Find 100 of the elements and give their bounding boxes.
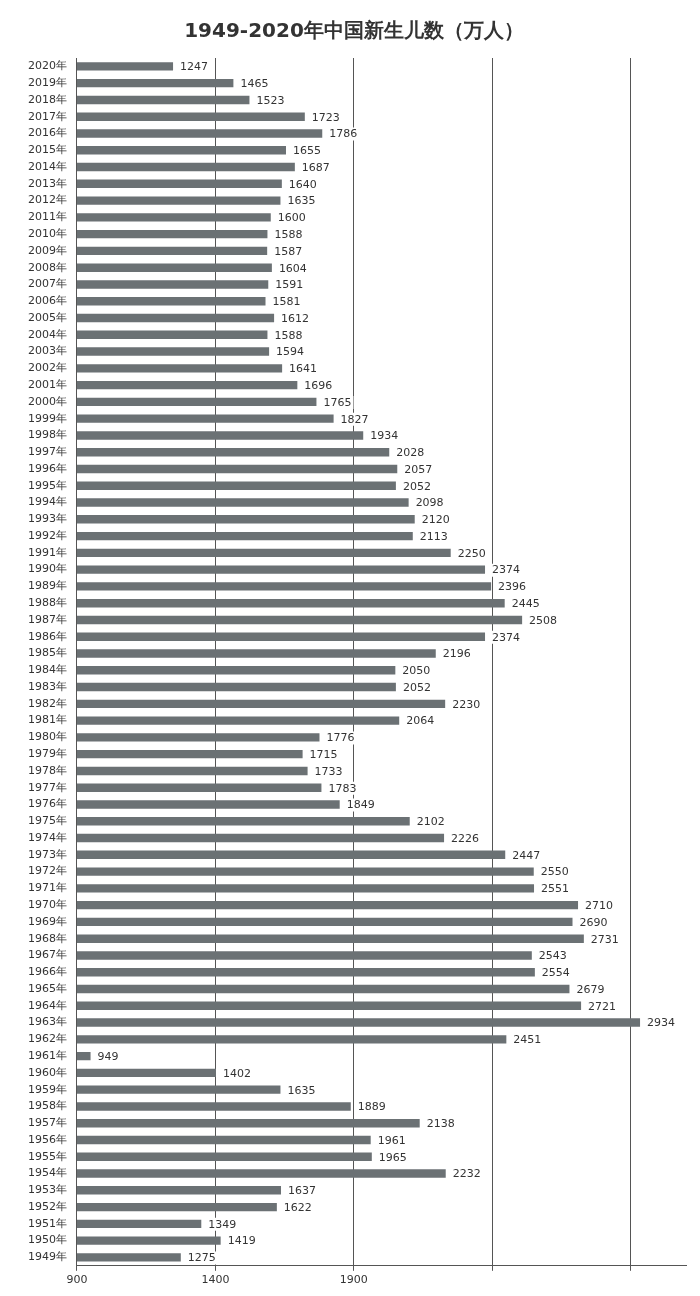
y-tick-label: 1996年 bbox=[27, 461, 67, 475]
data-label: 2543 bbox=[538, 949, 567, 963]
data-label: 2445 bbox=[511, 597, 540, 611]
data-label: 2447 bbox=[512, 848, 541, 862]
y-tick-label: 1965年 bbox=[27, 981, 67, 995]
data-label: 2451 bbox=[513, 1033, 542, 1047]
y-tick-label: 1979年 bbox=[27, 747, 67, 761]
data-label: 2138 bbox=[426, 1117, 455, 1131]
data-label: 1402 bbox=[222, 1066, 251, 1080]
y-tick-label: 1995年 bbox=[27, 478, 67, 492]
y-tick-label: 1952年 bbox=[27, 1199, 67, 1213]
y-tick-label: 1982年 bbox=[27, 696, 67, 710]
data-label: 2374 bbox=[492, 630, 521, 644]
y-tick-label: 1990年 bbox=[27, 562, 67, 576]
y-tick-label: 1960年 bbox=[27, 1065, 67, 1079]
y-tick-label: 1987年 bbox=[27, 612, 67, 626]
y-tick-label: 2011年 bbox=[27, 210, 67, 224]
y-tick-label: 1994年 bbox=[27, 495, 67, 509]
data-label: 1612 bbox=[281, 311, 310, 325]
data-label: 1765 bbox=[323, 395, 352, 409]
y-tick-label: 1998年 bbox=[27, 428, 67, 442]
data-label: 1588 bbox=[274, 228, 303, 241]
y-tick-label: 1988年 bbox=[27, 596, 67, 610]
y-tick-label: 2010年 bbox=[27, 227, 67, 240]
y-tick-label: 1968年 bbox=[27, 931, 67, 945]
data-label: 1581 bbox=[272, 295, 301, 309]
data-label: 2250 bbox=[457, 546, 486, 560]
y-tick-label: 1970年 bbox=[27, 898, 67, 911]
y-tick-label: 1972年 bbox=[27, 864, 67, 878]
y-tick-label: 1963年 bbox=[27, 1015, 67, 1029]
y-tick-label: 2014年 bbox=[27, 159, 67, 173]
data-label: 1641 bbox=[289, 362, 318, 376]
y-tick-label: 1974年 bbox=[27, 830, 67, 844]
data-label: 1827 bbox=[340, 412, 369, 426]
data-label: 1965 bbox=[378, 1150, 407, 1164]
data-label: 1604 bbox=[278, 261, 307, 275]
y-tick-label: 1992年 bbox=[27, 528, 67, 542]
y-tick-label: 1971年 bbox=[27, 881, 67, 895]
y-tick-label: 1975年 bbox=[27, 814, 67, 828]
data-label: 2102 bbox=[416, 815, 445, 829]
y-tick-label: 1966年 bbox=[27, 965, 67, 979]
y-tick-label: 1950年 bbox=[27, 1233, 67, 1247]
data-label: 2374 bbox=[492, 563, 521, 577]
data-label: 2057 bbox=[404, 462, 433, 476]
x-tick-label: 1400 bbox=[201, 1273, 230, 1287]
data-label: 1635 bbox=[287, 194, 316, 208]
data-label: 1655 bbox=[292, 144, 321, 158]
data-label: 2230 bbox=[452, 697, 481, 711]
y-tick-label: 2001年 bbox=[27, 377, 67, 391]
y-tick-label: 2006年 bbox=[27, 294, 67, 308]
data-label: 2679 bbox=[576, 982, 605, 996]
x-tick-label: 900 bbox=[66, 1273, 88, 1287]
y-tick-label: 1959年 bbox=[27, 1082, 67, 1096]
data-label: 1587 bbox=[274, 244, 303, 258]
data-label: 2098 bbox=[415, 496, 444, 510]
data-label: 1961 bbox=[377, 1133, 406, 1147]
data-label: 2232 bbox=[452, 1167, 481, 1181]
y-tick-label: 2018年 bbox=[27, 92, 67, 106]
data-label: 1733 bbox=[314, 764, 343, 778]
data-label: 1640 bbox=[288, 177, 317, 191]
data-label: 2508 bbox=[529, 613, 558, 627]
y-tick-label: 1978年 bbox=[27, 763, 67, 777]
y-tick-label: 1991年 bbox=[27, 545, 67, 559]
data-label: 1849 bbox=[346, 798, 375, 812]
y-tick-label: 1967年 bbox=[27, 948, 67, 962]
y-tick-label: 1951年 bbox=[27, 1216, 67, 1230]
y-tick-label: 1993年 bbox=[27, 512, 67, 526]
data-label: 1275 bbox=[187, 1251, 216, 1265]
data-label: 2064 bbox=[406, 714, 435, 728]
y-tick-label: 1989年 bbox=[27, 579, 67, 593]
data-label: 1783 bbox=[328, 781, 357, 795]
data-label: 1594 bbox=[276, 345, 305, 359]
data-label: 2690 bbox=[579, 915, 608, 929]
data-label: 1523 bbox=[256, 93, 285, 107]
data-label: 2052 bbox=[402, 680, 431, 694]
y-tick-label: 2007年 bbox=[27, 277, 67, 291]
data-label: 1723 bbox=[311, 110, 340, 124]
y-tick-label: 1962年 bbox=[27, 1032, 67, 1046]
data-label: 1687 bbox=[301, 160, 330, 174]
y-tick-label: 1997年 bbox=[27, 445, 67, 459]
y-tick-label: 2016年 bbox=[27, 126, 67, 140]
y-tick-label: 1964年 bbox=[27, 998, 67, 1012]
y-tick-label: 1961年 bbox=[27, 1048, 67, 1062]
data-label: 2226 bbox=[451, 831, 480, 845]
data-label: 2113 bbox=[419, 529, 448, 543]
y-tick-label: 2002年 bbox=[27, 361, 67, 375]
y-tick-label: 1980年 bbox=[27, 730, 67, 744]
data-label: 1622 bbox=[283, 1200, 312, 1214]
x-tick-label: 1900 bbox=[339, 1273, 368, 1287]
y-tick-label: 2012年 bbox=[27, 193, 67, 207]
data-label: 1588 bbox=[274, 328, 303, 342]
data-label: 2721 bbox=[588, 999, 617, 1013]
data-label: 2710 bbox=[585, 899, 614, 912]
data-label: 1600 bbox=[277, 211, 306, 225]
y-tick-label: 2003年 bbox=[27, 344, 67, 358]
data-label: 1349 bbox=[208, 1217, 237, 1231]
y-tick-label: 2008年 bbox=[27, 260, 67, 274]
data-label: 1934 bbox=[370, 429, 399, 443]
y-tick-label: 1953年 bbox=[27, 1183, 67, 1197]
data-label: 2934 bbox=[647, 1016, 676, 1030]
